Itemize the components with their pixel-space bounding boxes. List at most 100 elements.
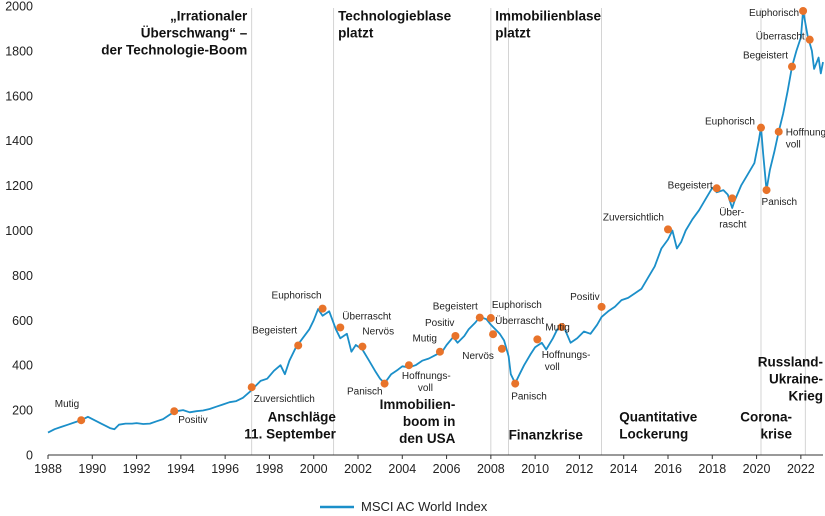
y-tick-label: 400 (12, 359, 33, 373)
sentiment-label: Überrascht (495, 315, 544, 327)
y-tick-label: 1000 (5, 224, 33, 238)
event-label: Quantitative (619, 409, 698, 424)
event-label: 11. September (244, 426, 336, 441)
x-tick-label: 2018 (698, 462, 726, 476)
sentiment-label: Zuversichtlich (254, 394, 315, 405)
sentiment-label: Panisch (347, 387, 383, 398)
sentiment-marker (358, 342, 367, 351)
sentiment-marker (557, 323, 566, 332)
series-group (47, 9, 824, 434)
sentiment-label: Panisch (511, 392, 547, 403)
sentiment-label: Mutig (412, 334, 436, 345)
event-label: Ukraine- (769, 371, 823, 386)
sentiment-marker (533, 335, 542, 344)
x-tick-label: 1998 (256, 462, 284, 476)
y-tick-label: 600 (12, 314, 33, 328)
sentiment-label: Begeistert (668, 180, 713, 191)
sentiment-label: Mutig (545, 322, 569, 333)
sentiment-marker (247, 383, 256, 392)
sentiment-label: Positiv (178, 415, 207, 426)
sentiment-marker (712, 184, 721, 193)
y-tick-label: 1600 (5, 89, 33, 103)
sentiment-marker (404, 361, 413, 370)
event-label: Russland- (758, 354, 823, 369)
event-label: platzt (338, 26, 374, 41)
sentiment-label: Euphorisch (272, 291, 322, 302)
sentiment-label: voll (786, 140, 801, 151)
sentiment-marker (318, 304, 327, 313)
sentiment-marker (757, 123, 765, 132)
sentiment-label: rascht (719, 219, 746, 230)
x-tick-label: 2006 (433, 462, 461, 476)
event-label: Überschwang“ – (141, 26, 248, 41)
x-tick-label: 2002 (344, 462, 372, 476)
axes: 1988 1990 1992 1994 1996 1998 2000 2002 2004 2006… (5, 0, 823, 476)
sentiment-marker (805, 35, 814, 44)
sentiment-markers (77, 6, 814, 425)
sentiment-marker (336, 323, 345, 332)
x-tick-label: 1996 (211, 462, 239, 476)
event-label: boom in (403, 414, 456, 429)
sentiment-label: Überrascht (756, 31, 805, 43)
event-label: krise (760, 426, 792, 441)
sentiment-marker (497, 344, 506, 353)
sentiment-marker (486, 314, 495, 323)
sentiment-marker (664, 225, 672, 234)
sentiment-marker (728, 194, 737, 203)
x-tick-label: 2020 (743, 462, 771, 476)
sentiment-marker (170, 407, 179, 416)
sentiment-label: Positiv (570, 292, 599, 303)
event-label: Lockerung (619, 426, 688, 441)
y-tick-label: 2000 (5, 0, 33, 14)
x-tick-label: 2016 (654, 462, 682, 476)
x-tick-label: 2022 (787, 462, 815, 476)
y-tick-label: 1400 (5, 134, 33, 148)
x-tick-label: 2004 (388, 462, 416, 476)
legend-label: MSCI AC World Index (361, 499, 488, 514)
sentiment-marker (489, 330, 498, 339)
y-tick-label: 1800 (5, 44, 33, 58)
event-lines (251, 8, 806, 455)
sentiment-label: Zuversichtlich (603, 212, 664, 223)
x-tick-label: 2000 (300, 462, 328, 476)
sentiment-label: Euphorisch (492, 300, 542, 311)
event-label: den USA (399, 431, 456, 446)
sentiment-label: Panisch (762, 197, 798, 208)
sentiment-marker (762, 186, 771, 195)
event-label: Anschläge (268, 409, 337, 424)
sentiment-label: Nervös (462, 351, 494, 362)
event-label: der Technologie-Boom (101, 43, 247, 58)
sentiment-marker (788, 62, 796, 71)
sentiment-marker (774, 127, 783, 136)
y-tick-label: 1200 (5, 179, 33, 193)
sentiment-marker (294, 341, 303, 350)
event-labels: „Irrationaler Überschwang“ – der Technolog… (101, 9, 823, 446)
x-tick-label: 2012 (566, 462, 594, 476)
sentiment-marker (511, 379, 520, 388)
event-label: „Irrationaler (170, 9, 248, 24)
x-tick-label: 1988 (34, 462, 62, 476)
event-label: Corona- (740, 409, 792, 424)
event-label: Finanzkrise (509, 427, 584, 442)
sentiment-label: Positiv (425, 318, 454, 329)
event-label: Technologieblase (338, 9, 452, 24)
sentiment-label: Hoffnungs- (402, 371, 451, 382)
sentiment-label: Euphorisch (705, 117, 755, 128)
event-label: Krieg (788, 388, 823, 403)
sentiment-label: Begeistert (252, 325, 297, 336)
sentiment-label: Überrascht (342, 310, 391, 322)
x-tick-label: 1994 (167, 462, 195, 476)
sentiment-marker (77, 416, 86, 425)
sentiment-label: Mutig (55, 399, 79, 410)
sentiment-marker (435, 347, 444, 356)
sentiment-label: Nervös (362, 327, 394, 338)
sentiment-label: Begeistert (743, 51, 788, 62)
x-tick-label: 1992 (123, 462, 151, 476)
sentiment-label: voll (545, 362, 560, 373)
event-label: platzt (495, 26, 531, 41)
sentiment-marker (475, 313, 484, 322)
sentiment-labels: Mutig Positiv Zuversichtlich Begeistert Euph… (55, 8, 825, 426)
sentiment-marker (597, 302, 606, 311)
y-tick-label: 200 (12, 404, 33, 418)
